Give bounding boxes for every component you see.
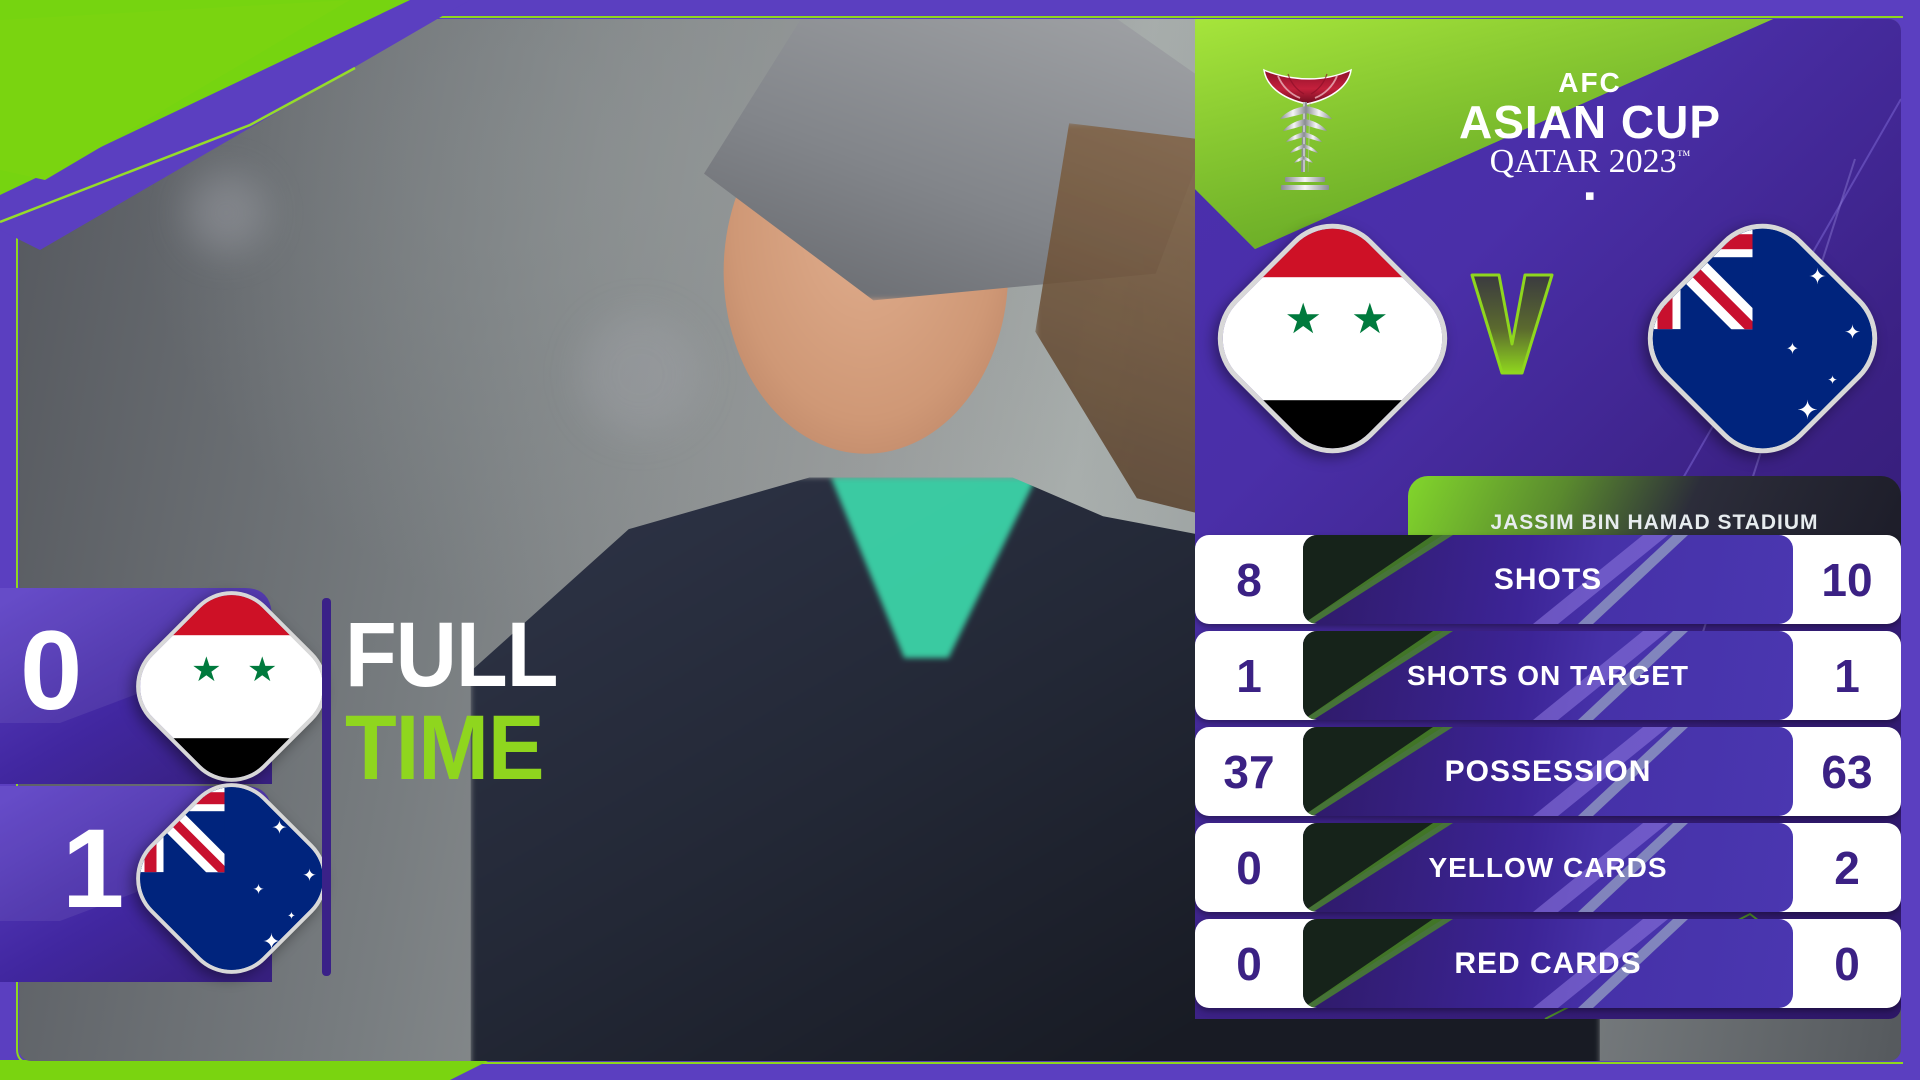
svg-text:✦: ✦ (1808, 264, 1826, 289)
svg-text:✦: ✦ (1844, 322, 1861, 344)
svg-text:✦: ✦ (272, 818, 288, 839)
svg-text:✦: ✦ (1786, 341, 1799, 358)
svg-text:✦: ✦ (287, 911, 295, 922)
svg-text:✦: ✦ (1797, 395, 1819, 425)
svg-text:✦: ✦ (253, 881, 265, 897)
svg-text:✦: ✦ (1827, 373, 1837, 387)
svg-text:✦: ✦ (302, 866, 316, 885)
